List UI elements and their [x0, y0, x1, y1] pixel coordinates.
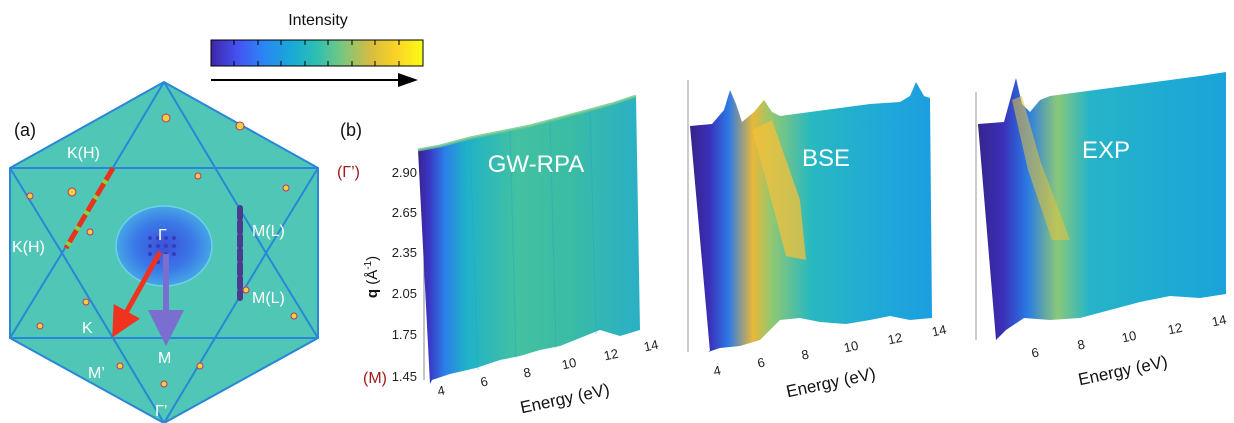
- surface-gw-rpa-top: [417, 94, 637, 152]
- colorbar-ticks: [233, 40, 400, 66]
- zone-lines: [9, 81, 319, 423]
- label-k-h-top: K(H): [67, 145, 100, 162]
- x-tick: 14: [1210, 312, 1227, 330]
- q-tick-1-75: 1.75: [392, 327, 417, 342]
- x-tick: 10: [842, 338, 859, 356]
- label-k: K: [82, 320, 93, 337]
- x-ticks-exp: 6 8 10 12 14: [1030, 312, 1228, 361]
- x-tick: 12: [602, 346, 619, 364]
- intensity-arrow-head: [398, 73, 418, 87]
- surface-bse: [690, 82, 932, 352]
- surface-exp: [978, 72, 1226, 340]
- q-tick-2-05: 2.05: [392, 286, 417, 301]
- x-label-exp: Energy (eV): [1077, 352, 1170, 389]
- exp-peak-glow: [1012, 96, 1070, 240]
- q-axis-label: q (Å-1): [363, 256, 381, 298]
- x-tick: 14: [642, 337, 659, 355]
- x-tick: 6: [479, 374, 489, 390]
- k-h-line-red: [63, 166, 116, 250]
- gamma-k-arrow: [112, 250, 163, 338]
- plot-title-gw-rpa: GW-RPA: [488, 151, 584, 178]
- x-tick: 12: [1166, 320, 1183, 338]
- x-tick: 6: [1030, 345, 1040, 361]
- label-m: M: [158, 350, 171, 367]
- q-point-top: (Γ’): [337, 164, 360, 181]
- label-gamma-prime: Γ’: [155, 403, 167, 420]
- label-m-l-bottom: M(L): [252, 290, 285, 307]
- k-h-line-green: [63, 166, 116, 250]
- x-tick: 12: [886, 330, 903, 348]
- colorbar: Intensity: [210, 12, 424, 87]
- q-axis-ticks: 2.90 2.65 2.35 2.05 1.75 1.45: [392, 165, 417, 384]
- x-tick: 4: [436, 383, 446, 399]
- x-tick: 10: [1120, 328, 1137, 346]
- panel-a-label: (a): [14, 120, 36, 140]
- gw-rpa-ridges: [469, 109, 597, 371]
- panel-b: (b) 2.90 2.65 2.35 2.05 1.75 1.45 (Γ’) (…: [337, 72, 1228, 417]
- q-tick-2-65: 2.65: [392, 205, 417, 220]
- q-tick-2-35: 2.35: [392, 245, 417, 260]
- x-tick: 8: [522, 365, 532, 381]
- plot-title-exp: EXP: [1082, 137, 1130, 164]
- x-tick: 14: [930, 322, 947, 340]
- x-label-bse: Energy (eV): [785, 364, 878, 401]
- x-tick: 8: [800, 347, 810, 363]
- q-point-bottom: (M): [363, 370, 387, 387]
- label-m-l-top: M(L): [252, 223, 285, 240]
- x-ticks-gw-rpa: 4 6 8 10 12 14: [436, 337, 660, 399]
- surface-gw-rpa: [418, 96, 640, 384]
- colorbar-gradient: [210, 39, 424, 67]
- x-tick: 10: [560, 355, 577, 373]
- label-k-h-left: K(H): [12, 239, 45, 256]
- intensity-spots: [26, 113, 298, 388]
- x-tick: 6: [756, 355, 766, 371]
- x-label-gw-rpa: Energy (eV): [519, 380, 612, 417]
- plot-exp: EXP 6 8 10 12 14 Energy (eV): [975, 72, 1228, 389]
- plot-title-bse: BSE: [802, 145, 850, 172]
- x-tick: 4: [712, 363, 722, 379]
- plot-gw-rpa: GW-RPA 4 6 8 10 12 14 Energy (eV): [417, 94, 660, 417]
- x-tick: 8: [1076, 337, 1086, 353]
- q-tick-2-90: 2.90: [392, 165, 417, 180]
- label-gamma: Γ: [158, 227, 167, 244]
- panel-b-label: (b): [340, 120, 362, 140]
- q-tick-1-45: 1.45: [392, 369, 417, 384]
- bz-labels: Γ K(H) K(H) M(L) M(L) K M M’ Γ’: [12, 145, 285, 420]
- q-axis: 2.90 2.65 2.35 2.05 1.75 1.45 (Γ’) (M) q…: [337, 160, 425, 387]
- colorbar-title: Intensity: [288, 12, 348, 29]
- panel-a: (a): [9, 80, 319, 423]
- bse-peak-glow: [752, 120, 806, 260]
- plot-bse: BSE 4 6 8 10 12 14 Energy (eV): [687, 80, 948, 401]
- label-m-prime: M’: [88, 365, 105, 382]
- x-ticks-bse: 4 6 8 10 12 14: [712, 322, 948, 379]
